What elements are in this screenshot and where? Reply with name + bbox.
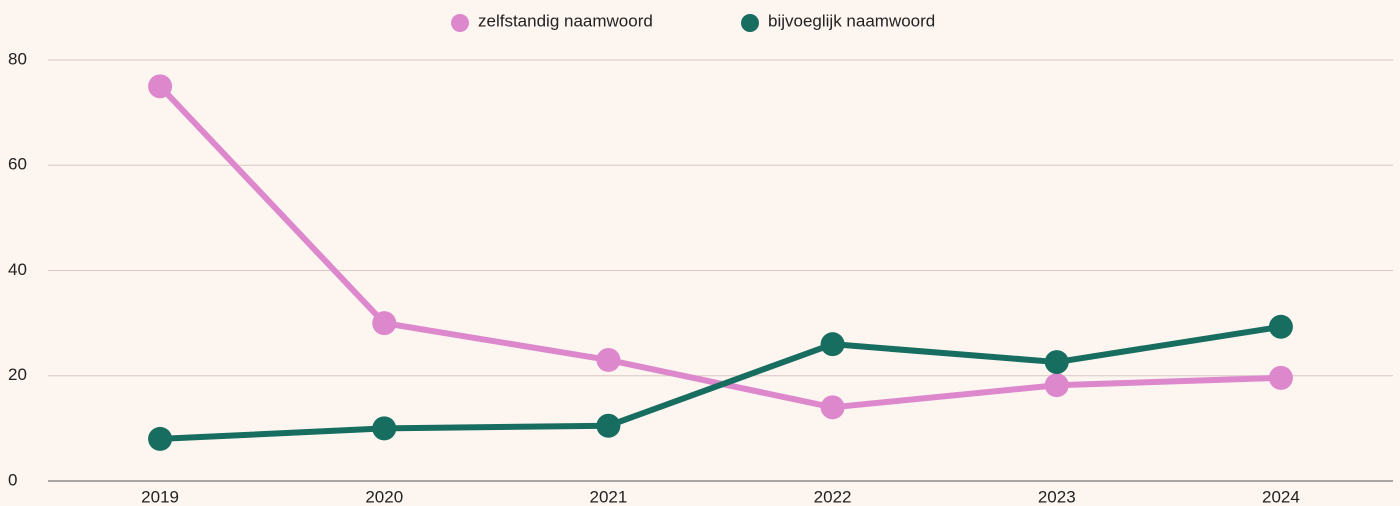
series-line: [157, 84, 1282, 411]
x-tick-label: 2019: [141, 487, 179, 506]
x-tick-label: 2021: [590, 487, 628, 506]
point: [1044, 373, 1069, 398]
x-tick-label: 2020: [365, 487, 403, 506]
x-tick-label: 2023: [1038, 487, 1076, 506]
y-tick-label: 0: [8, 470, 17, 489]
point: [820, 332, 845, 357]
point: [148, 74, 173, 99]
point: [148, 426, 173, 451]
legend-swatch: [741, 14, 759, 32]
y-tick-label: 60: [8, 155, 27, 174]
x-tick-label: 2024: [1262, 487, 1300, 506]
point: [596, 347, 621, 372]
legend-label: zelfstandig naamwoord: [478, 11, 653, 30]
y-tick-label: 20: [8, 365, 27, 384]
point: [1268, 365, 1293, 390]
point: [1044, 350, 1069, 375]
point: [1268, 314, 1293, 339]
point: [596, 413, 621, 438]
series-line: [159, 323, 1282, 442]
point: [372, 311, 397, 336]
x-tick-label: 2022: [814, 487, 852, 506]
point: [372, 416, 397, 441]
point: [820, 395, 845, 420]
legend-label: bijvoeglijk naamwoord: [768, 11, 935, 30]
y-tick-label: 40: [8, 260, 27, 279]
y-tick-label: 80: [8, 49, 27, 68]
legend-swatch: [451, 14, 469, 32]
